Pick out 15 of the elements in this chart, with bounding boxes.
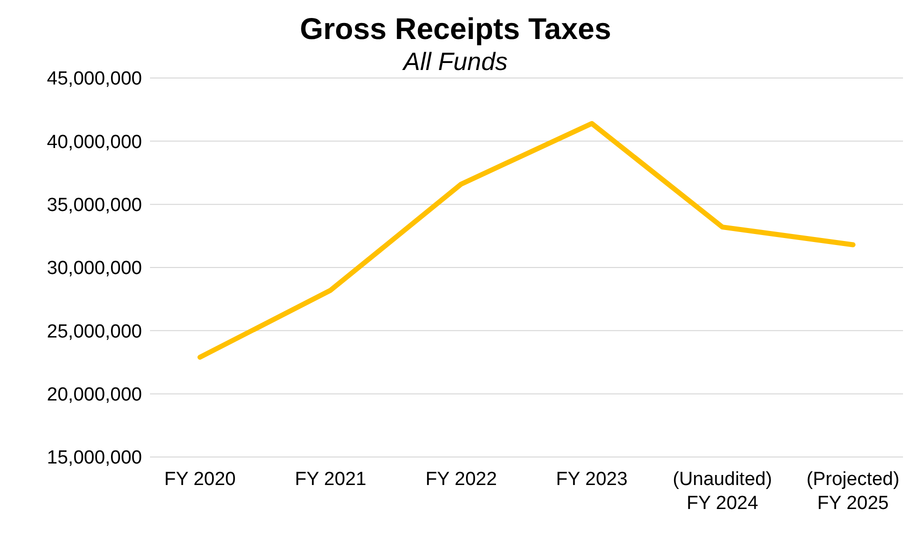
chart-subtitle: All Funds <box>403 48 508 76</box>
y-tick-label: 25,000,000 <box>46 321 142 342</box>
x-tick-label: FY 2021 <box>294 469 366 490</box>
x-tick-label: (Unaudited) FY 2024 <box>672 469 772 514</box>
y-tick-label: 40,000,000 <box>46 132 142 153</box>
x-tick-label: FY 2023 <box>556 469 628 490</box>
y-tick-label: 15,000,000 <box>46 448 142 469</box>
x-tick-label: (Projected) FY 2025 <box>806 469 900 514</box>
y-tick-label: 30,000,000 <box>46 258 142 280</box>
y-tick-label: 45,000,000 <box>46 68 142 90</box>
y-tick-label: 35,000,000 <box>46 195 142 216</box>
x-tick-label: FY 2022 <box>425 469 497 490</box>
chart-title: Gross Receipts Taxes <box>298 12 612 48</box>
y-tick-label: 20,000,000 <box>46 384 142 406</box>
x-tick-label: FY 2020 <box>164 469 236 490</box>
